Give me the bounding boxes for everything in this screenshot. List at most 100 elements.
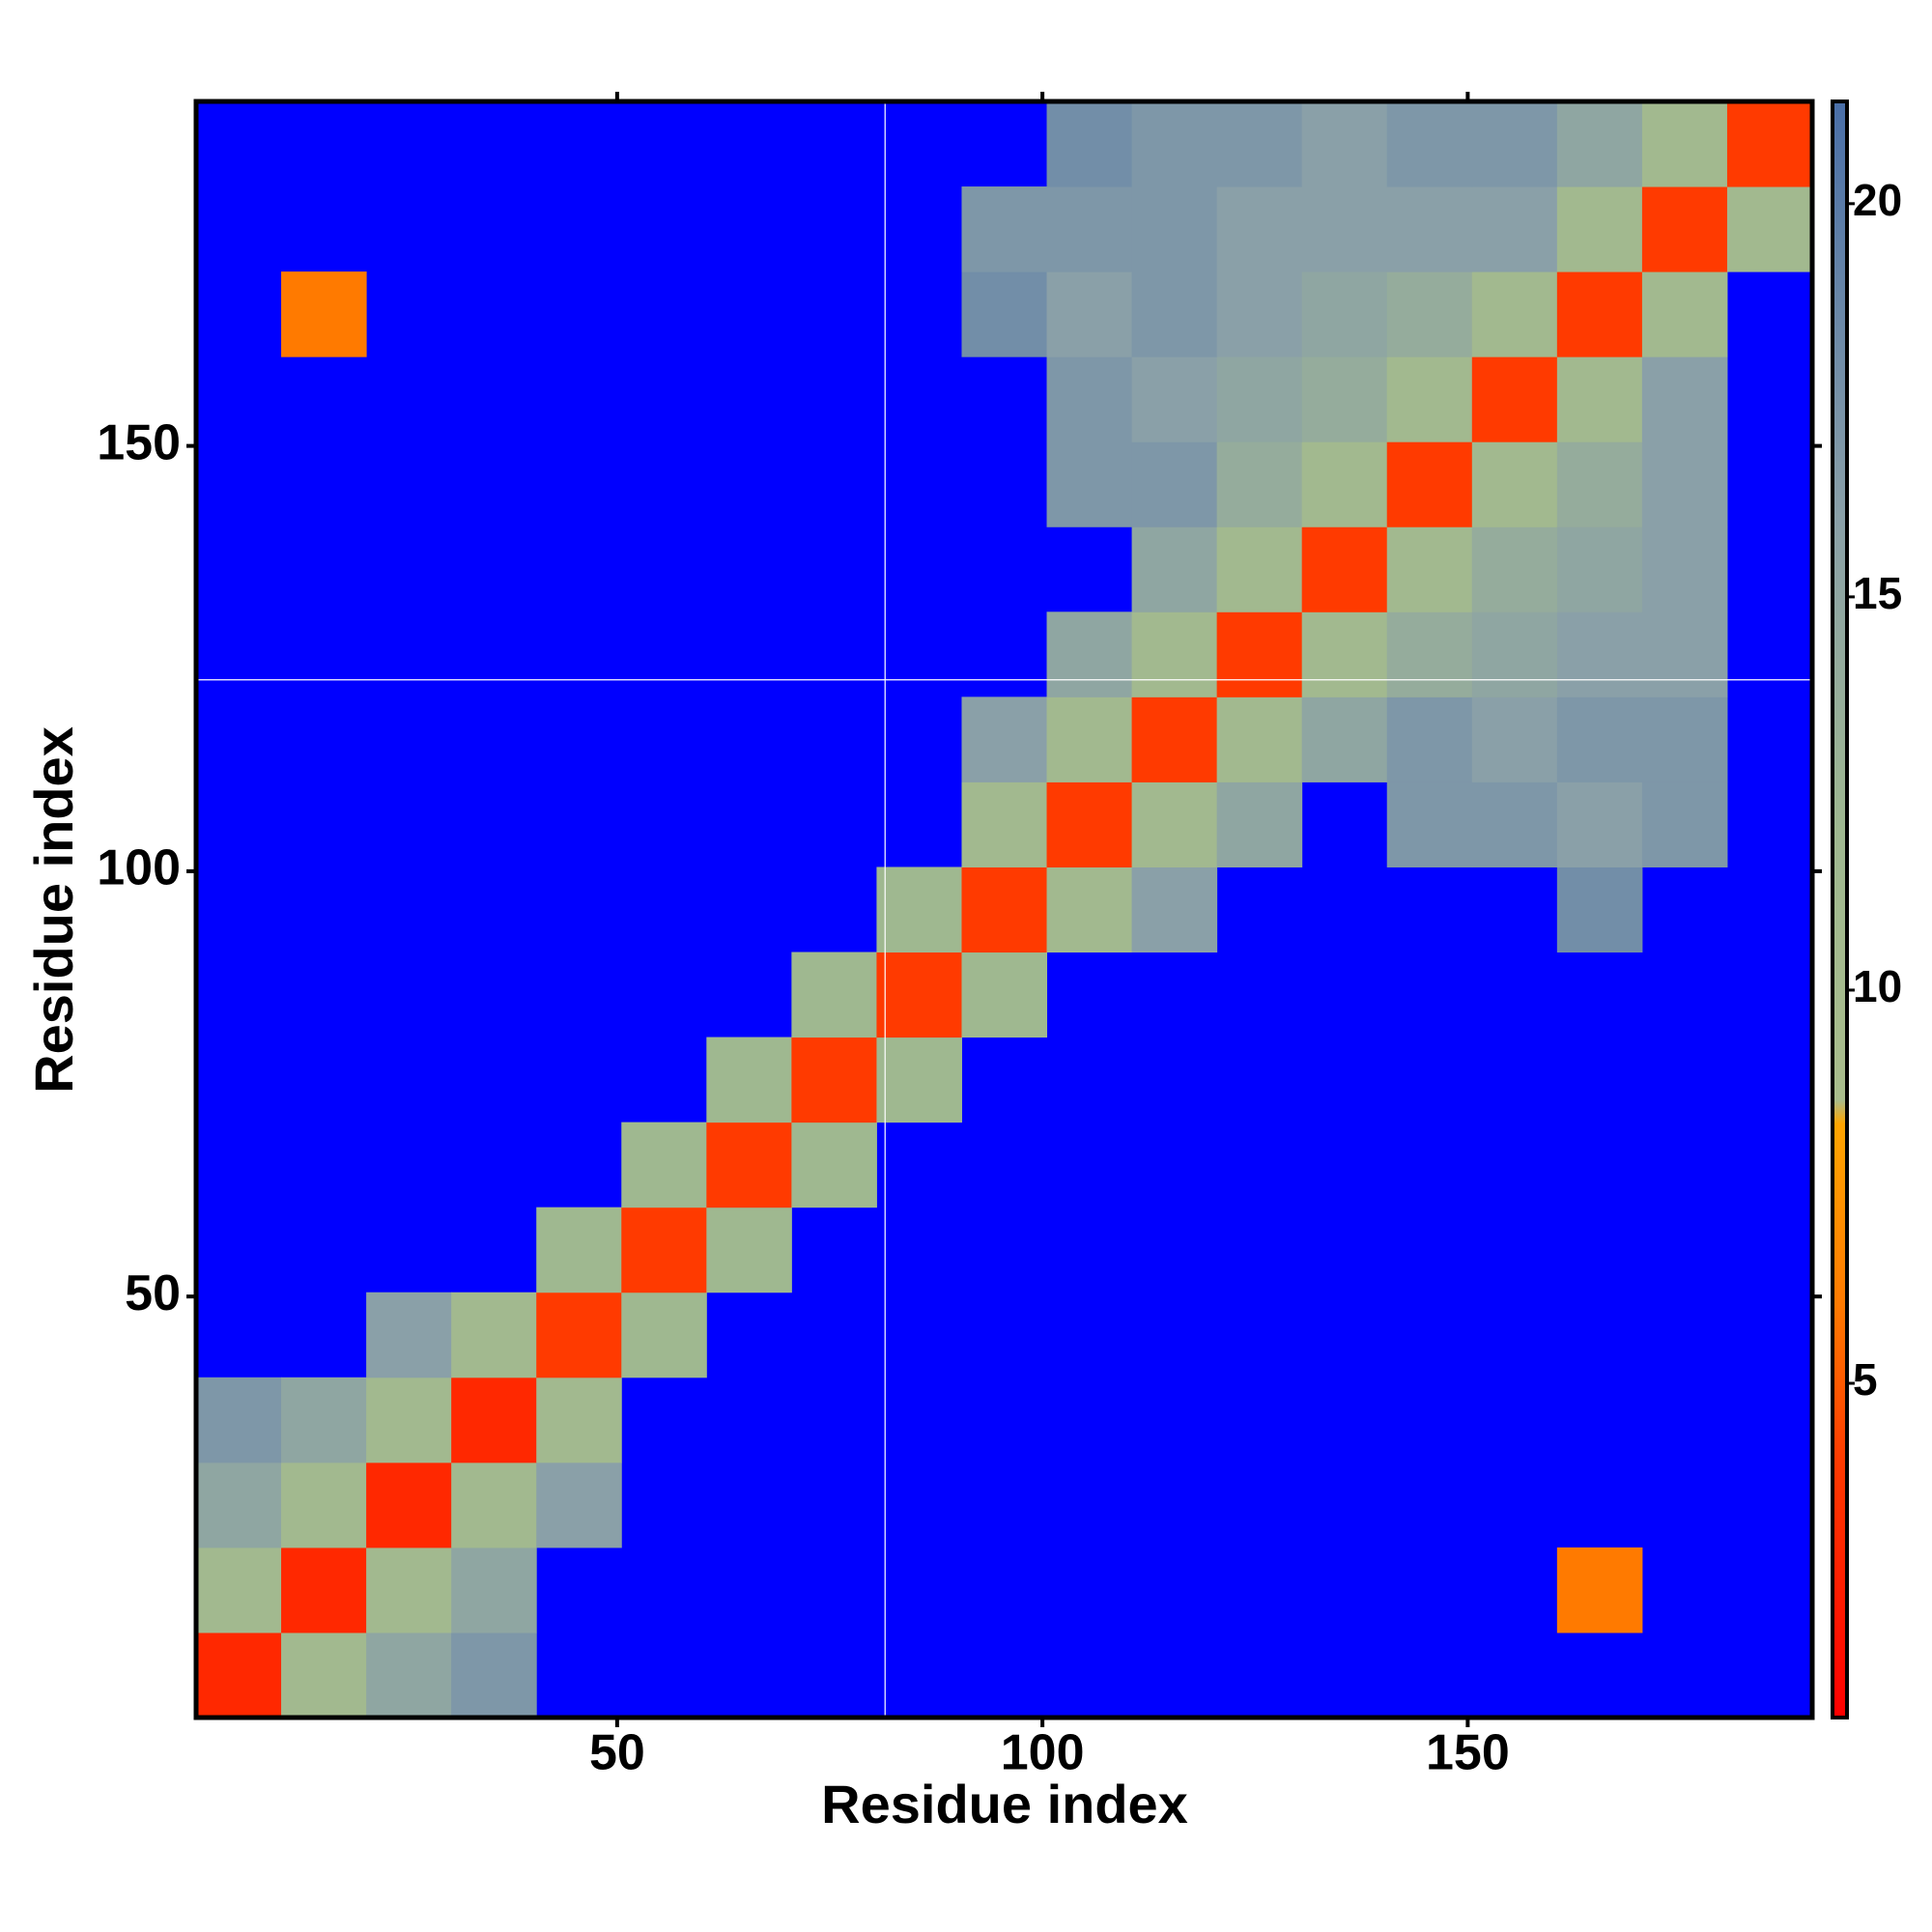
heatmap-cell — [1046, 781, 1133, 867]
heatmap-cell — [1556, 526, 1643, 612]
heatmap-cell — [451, 1292, 537, 1378]
heatmap-cell — [876, 1037, 962, 1123]
heatmap-cell — [281, 1462, 367, 1548]
heatmap-cell — [1386, 696, 1473, 782]
y-tick-label: 50 — [125, 1265, 181, 1321]
colorbar — [1831, 99, 1849, 1719]
heatmap-cell — [876, 867, 962, 953]
heatmap-cell — [1131, 696, 1218, 782]
heatmap-cell — [1386, 526, 1473, 612]
heatmap-cell — [1216, 611, 1303, 697]
heatmap-cell — [366, 1632, 452, 1719]
heatmap-cell — [961, 867, 1048, 953]
heatmap-cell — [1471, 441, 1558, 527]
heatmap-cell — [621, 1122, 707, 1208]
heatmap-cell — [1216, 781, 1303, 867]
heatmap-cell — [1301, 526, 1388, 612]
heatmap-cell — [1301, 101, 1388, 187]
heatmap-cell — [1131, 781, 1218, 867]
heatmap-cell — [1641, 441, 1728, 527]
heatmap-cell — [1131, 271, 1218, 357]
heatmap-cell — [1386, 781, 1473, 867]
heatmap-cell — [1216, 696, 1303, 782]
heatmap-cell — [961, 186, 1048, 272]
heatmap-cell — [1301, 611, 1388, 697]
heatmap-cell — [1301, 271, 1388, 357]
heatmap-cell — [1471, 526, 1558, 612]
heatmap-cell — [1131, 867, 1218, 953]
heatmap-cell — [1641, 781, 1728, 867]
heatmap-cell — [1471, 611, 1558, 697]
heatmap-cell — [1556, 696, 1643, 782]
heatmap-cell — [1641, 271, 1728, 357]
heatmap-cell — [1556, 271, 1643, 357]
heatmap-cell — [1471, 186, 1558, 272]
heatmap-cell — [1556, 867, 1643, 953]
heatmap-cell — [1046, 271, 1133, 357]
heatmap-cell — [451, 1462, 537, 1548]
heatmap-cell — [1131, 356, 1218, 442]
heatmap-cell — [281, 1632, 367, 1719]
heatmap-cell — [706, 1207, 792, 1293]
heatmap-cell — [1301, 356, 1388, 442]
heatmap-cell — [281, 271, 367, 357]
heatmap-cell — [536, 1377, 622, 1463]
heatmap-cell — [1641, 356, 1728, 442]
y-tick-label: 100 — [97, 840, 181, 896]
heatmap-cell — [536, 1462, 622, 1548]
heatmap-cell — [1301, 696, 1388, 782]
heatmap-cell — [196, 1547, 282, 1634]
heatmap-cell — [196, 1462, 282, 1548]
heatmap-cell — [451, 1547, 537, 1634]
heatmap-cell — [1046, 441, 1133, 527]
heatmap-cell — [621, 1292, 707, 1378]
heatmap-cell — [1216, 441, 1303, 527]
heatmap-cell — [1556, 356, 1643, 442]
heatmap-cell — [1641, 186, 1728, 272]
heatmap-cell — [961, 781, 1048, 867]
heatmap-cell — [1131, 441, 1218, 527]
heatmap-cell — [366, 1292, 452, 1378]
heatmap-cell — [1216, 526, 1303, 612]
heatmap-cell — [196, 1377, 282, 1463]
heatmap-cell — [1641, 696, 1728, 782]
x-tick-label: 100 — [1001, 1725, 1085, 1781]
heatmap-cell — [196, 1632, 282, 1719]
heatmap-cell — [961, 952, 1048, 1038]
heatmap-cell — [1131, 526, 1218, 612]
heatmap-cell — [1216, 356, 1303, 442]
heatmap-cell — [1641, 526, 1728, 612]
heatmap-cell — [706, 1037, 792, 1123]
heatmap-cell — [1471, 101, 1558, 187]
heatmap-cell — [1131, 101, 1218, 187]
heatmap-cell — [1046, 186, 1133, 272]
heatmap-cell — [1471, 271, 1558, 357]
heatmap-cell — [961, 696, 1048, 782]
x-tick-label: 50 — [589, 1725, 645, 1781]
heatmap-cell — [1386, 101, 1473, 187]
heatmap-cell — [1471, 356, 1558, 442]
heatmap-cell — [366, 1462, 452, 1548]
heatmap-cell — [1471, 696, 1558, 782]
heatmap-cell — [1386, 441, 1473, 527]
heatmap-cell — [1216, 101, 1303, 187]
x-tick-label: 150 — [1426, 1725, 1510, 1781]
heatmap-cell — [791, 1037, 877, 1123]
colorbar-tick-label: 10 — [1853, 961, 1902, 1011]
heatmap-cell — [536, 1292, 622, 1378]
heatmap-cell — [791, 952, 877, 1038]
heatmap-cell — [366, 1377, 452, 1463]
heatmap-cell — [1386, 271, 1473, 357]
heatmap-cell — [706, 1122, 792, 1208]
heatmap-cell — [1726, 101, 1813, 187]
heatmap-cell — [1046, 696, 1133, 782]
heatmap-cell — [1726, 186, 1813, 272]
heatmap-cell — [791, 1122, 877, 1208]
heatmap-cell — [1301, 441, 1388, 527]
x-axis-title: Residue index — [821, 1774, 1188, 1834]
heatmap-cell — [281, 1377, 367, 1463]
heatmap-cell — [281, 1547, 367, 1634]
heatmap-cell — [1556, 611, 1643, 697]
heatmap-cell — [1216, 186, 1303, 272]
heatmap-cell — [1471, 781, 1558, 867]
